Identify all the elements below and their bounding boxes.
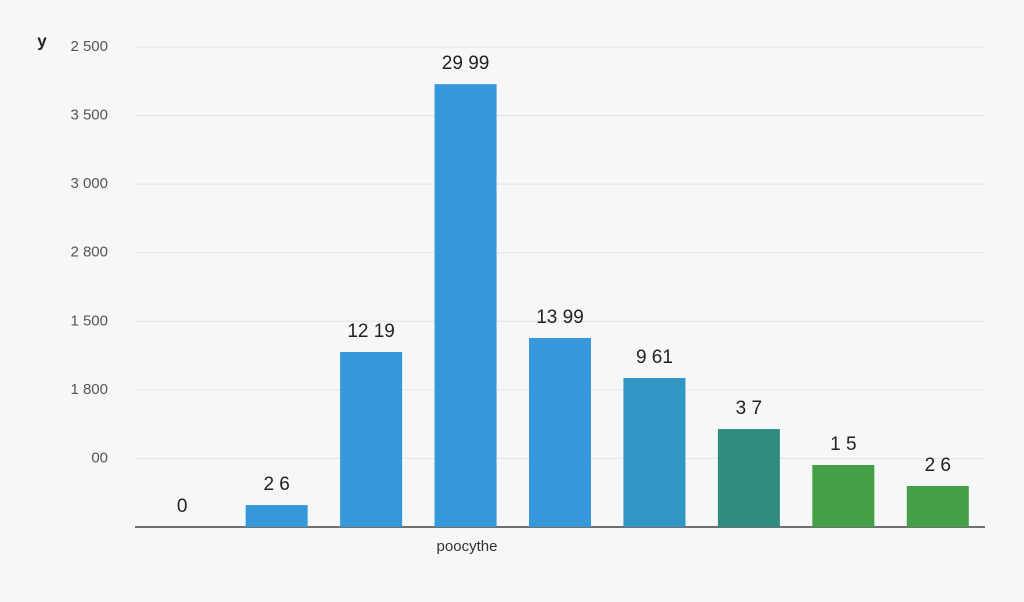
value-label: 12 19: [347, 321, 395, 342]
bar: [906, 485, 969, 527]
value-label: 2 6: [925, 455, 951, 476]
y-tick-label: 1 500: [70, 312, 108, 329]
y-tick-label: 2 800: [70, 244, 108, 261]
y-tick-label: 3 000: [70, 175, 108, 192]
value-label: 3 7: [736, 398, 762, 419]
value-label: 9 61: [636, 347, 673, 368]
value-label: 13 99: [536, 307, 584, 328]
y-axis-label: y: [37, 31, 47, 50]
y-tick-label: 1 800: [70, 381, 108, 398]
bar: [812, 465, 875, 527]
bar: [529, 338, 591, 527]
value-label: 2 6: [263, 474, 289, 495]
y-tick-label: 00: [91, 449, 108, 466]
value-label: 1 5: [830, 434, 856, 455]
value-label: 0: [177, 496, 188, 517]
bar: [434, 84, 497, 527]
bar: [245, 505, 308, 527]
value-label: 29 99: [442, 53, 490, 74]
y-tick-label: 2 500: [70, 38, 108, 55]
bar: [340, 352, 403, 527]
x-axis-label: poocythe: [437, 538, 498, 555]
y-tick-label: 3 500: [70, 107, 108, 124]
bar: [623, 378, 686, 527]
bar: [717, 429, 780, 527]
